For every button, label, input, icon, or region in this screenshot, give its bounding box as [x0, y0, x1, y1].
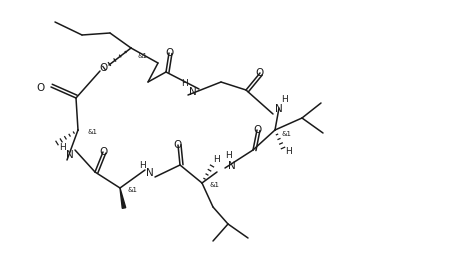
Text: &1: &1: [209, 182, 219, 188]
Text: N: N: [228, 161, 236, 171]
Text: H: H: [225, 151, 231, 161]
Text: &1: &1: [282, 131, 292, 137]
Text: O: O: [174, 140, 182, 150]
Text: H: H: [213, 155, 219, 164]
Text: H: H: [181, 79, 189, 88]
Text: H: H: [282, 96, 288, 105]
Text: O: O: [99, 147, 107, 157]
Text: H: H: [139, 161, 145, 170]
Text: O: O: [37, 83, 45, 93]
Text: &1: &1: [87, 129, 97, 135]
Text: H: H: [285, 148, 291, 157]
Text: N: N: [275, 104, 283, 114]
Text: H: H: [58, 142, 66, 151]
Text: O: O: [256, 68, 264, 78]
Text: N: N: [189, 87, 197, 97]
Text: &1: &1: [138, 53, 148, 59]
Text: &1: &1: [127, 187, 137, 193]
Text: O: O: [100, 63, 108, 73]
Text: N: N: [66, 150, 74, 160]
Text: N: N: [146, 168, 154, 178]
Text: O: O: [165, 48, 173, 58]
Polygon shape: [120, 188, 126, 208]
Text: O: O: [253, 125, 261, 135]
